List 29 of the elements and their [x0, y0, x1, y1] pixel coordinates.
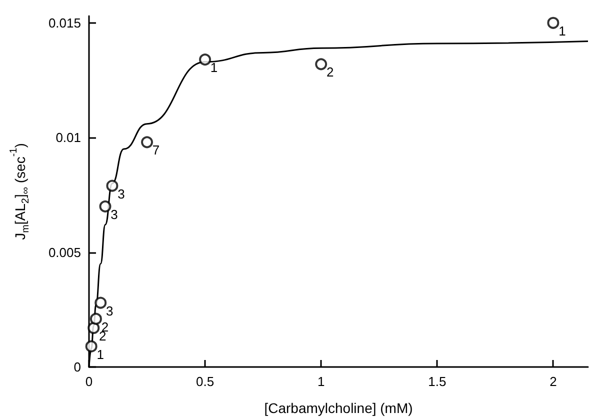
point: [547, 16, 560, 29]
y-tick-label: 0.01: [56, 130, 81, 146]
y-tick-label: 0.015: [48, 15, 81, 30]
point: [85, 340, 98, 352]
annotation: 3: [110, 206, 118, 222]
text: Jm[AL2]∞ (sec-1): [8, 143, 32, 240]
point: [90, 312, 102, 325]
x-tick-label: 2: [550, 374, 557, 389]
x-tick-label: 1.5: [428, 374, 446, 389]
point: [88, 322, 100, 334]
annotation: 7: [152, 142, 160, 158]
point: [141, 136, 154, 148]
point: [106, 180, 118, 192]
point: [199, 54, 212, 66]
annotation: 2: [326, 64, 334, 80]
annotation: 3: [118, 186, 125, 202]
y-tick-label: 0.005: [48, 244, 81, 260]
point: [99, 200, 112, 212]
annotation: 3: [106, 303, 114, 318]
x-tick-label: 0: [85, 374, 93, 389]
x-tick-label: 0.5: [196, 374, 214, 389]
point: [315, 58, 328, 70]
point: [94, 296, 107, 309]
x-tick-label: 1: [317, 374, 325, 389]
x-axis-title: [Carbamylcholine] (mM): [264, 400, 413, 416]
annotation: 1: [210, 60, 218, 76]
annotation: 1: [558, 23, 566, 38]
annotation: 1: [96, 346, 104, 362]
y-tick-label: 0: [74, 360, 81, 374]
